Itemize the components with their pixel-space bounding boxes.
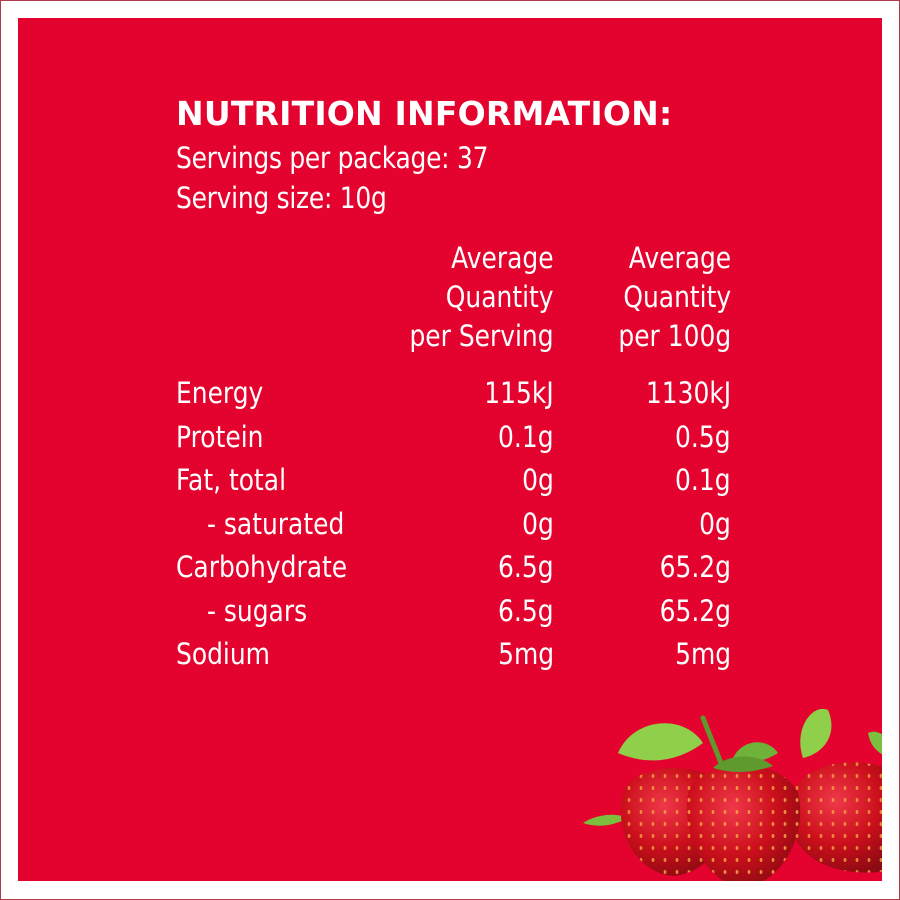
nutrition-panel: NUTRITION INFORMATION: Servings per pack… [18,18,882,881]
per-100g-value: 65.2g [659,550,731,584]
nutrient-label: - sugars [207,593,308,628]
per-100g-value: 5mg [675,637,731,671]
column-header-line: Quantity [623,280,731,314]
column-header-per-100g: Average Quantity per 100g [600,239,731,356]
nutrient-label: Protein [176,419,264,454]
per-100g-value: 0.5g [675,419,731,454]
per-serving-value: 6.5g [498,550,554,584]
table-row-energy: Energy 115kJ 1130kJ [176,372,736,416]
nutrient-label: Sodium [176,637,270,671]
per-100g-value: 0g [699,506,731,541]
column-header-line: Quantity [446,280,554,314]
column-header-line: per 100g [618,319,731,353]
table-row-saturated: - saturated 0g 0g [176,503,736,547]
nutrient-label: Fat, total [176,463,287,497]
table-row-protein: Protein 0.1g 0.5g [176,416,736,460]
per-serving-value: 0g [522,506,554,541]
column-header-line: Average [451,241,554,275]
serving-size: Serving size: 10g [176,181,387,215]
per-serving-value: 115kJ [484,376,554,410]
column-header-line: per Serving [409,319,554,353]
nutrition-table: Energy 115kJ 1130kJ Protein 0.1g 0.5g Fa… [176,372,736,677]
per-serving-value: 6.5g [498,593,554,628]
per-serving-value: 0g [522,463,554,497]
table-row-fat-total: Fat, total 0g 0.1g [176,459,736,503]
nutrient-label: Carbohydrate [176,550,348,584]
servings-per-package: Servings per package: 37 [176,141,489,175]
table-row-sodium: Sodium 5mg 5mg [176,633,736,677]
nutrient-label: Energy [176,376,264,410]
column-header-per-serving: Average Quantity per Serving [386,239,554,356]
per-100g-value: 0.1g [675,463,731,497]
per-100g-value: 65.2g [659,593,731,628]
per-serving-value: 0.1g [498,419,554,454]
nutrient-label: - saturated [207,506,345,541]
strawberries-image [583,708,882,881]
column-header-line: Average [628,241,731,275]
table-row-carbohydrate: Carbohydrate 6.5g 65.2g [176,546,736,590]
per-serving-value: 5mg [498,637,554,671]
nutrition-title: NUTRITION INFORMATION: [176,94,673,133]
per-100g-value: 1130kJ [645,376,731,410]
table-row-sugars: - sugars 6.5g 65.2g [176,590,736,634]
